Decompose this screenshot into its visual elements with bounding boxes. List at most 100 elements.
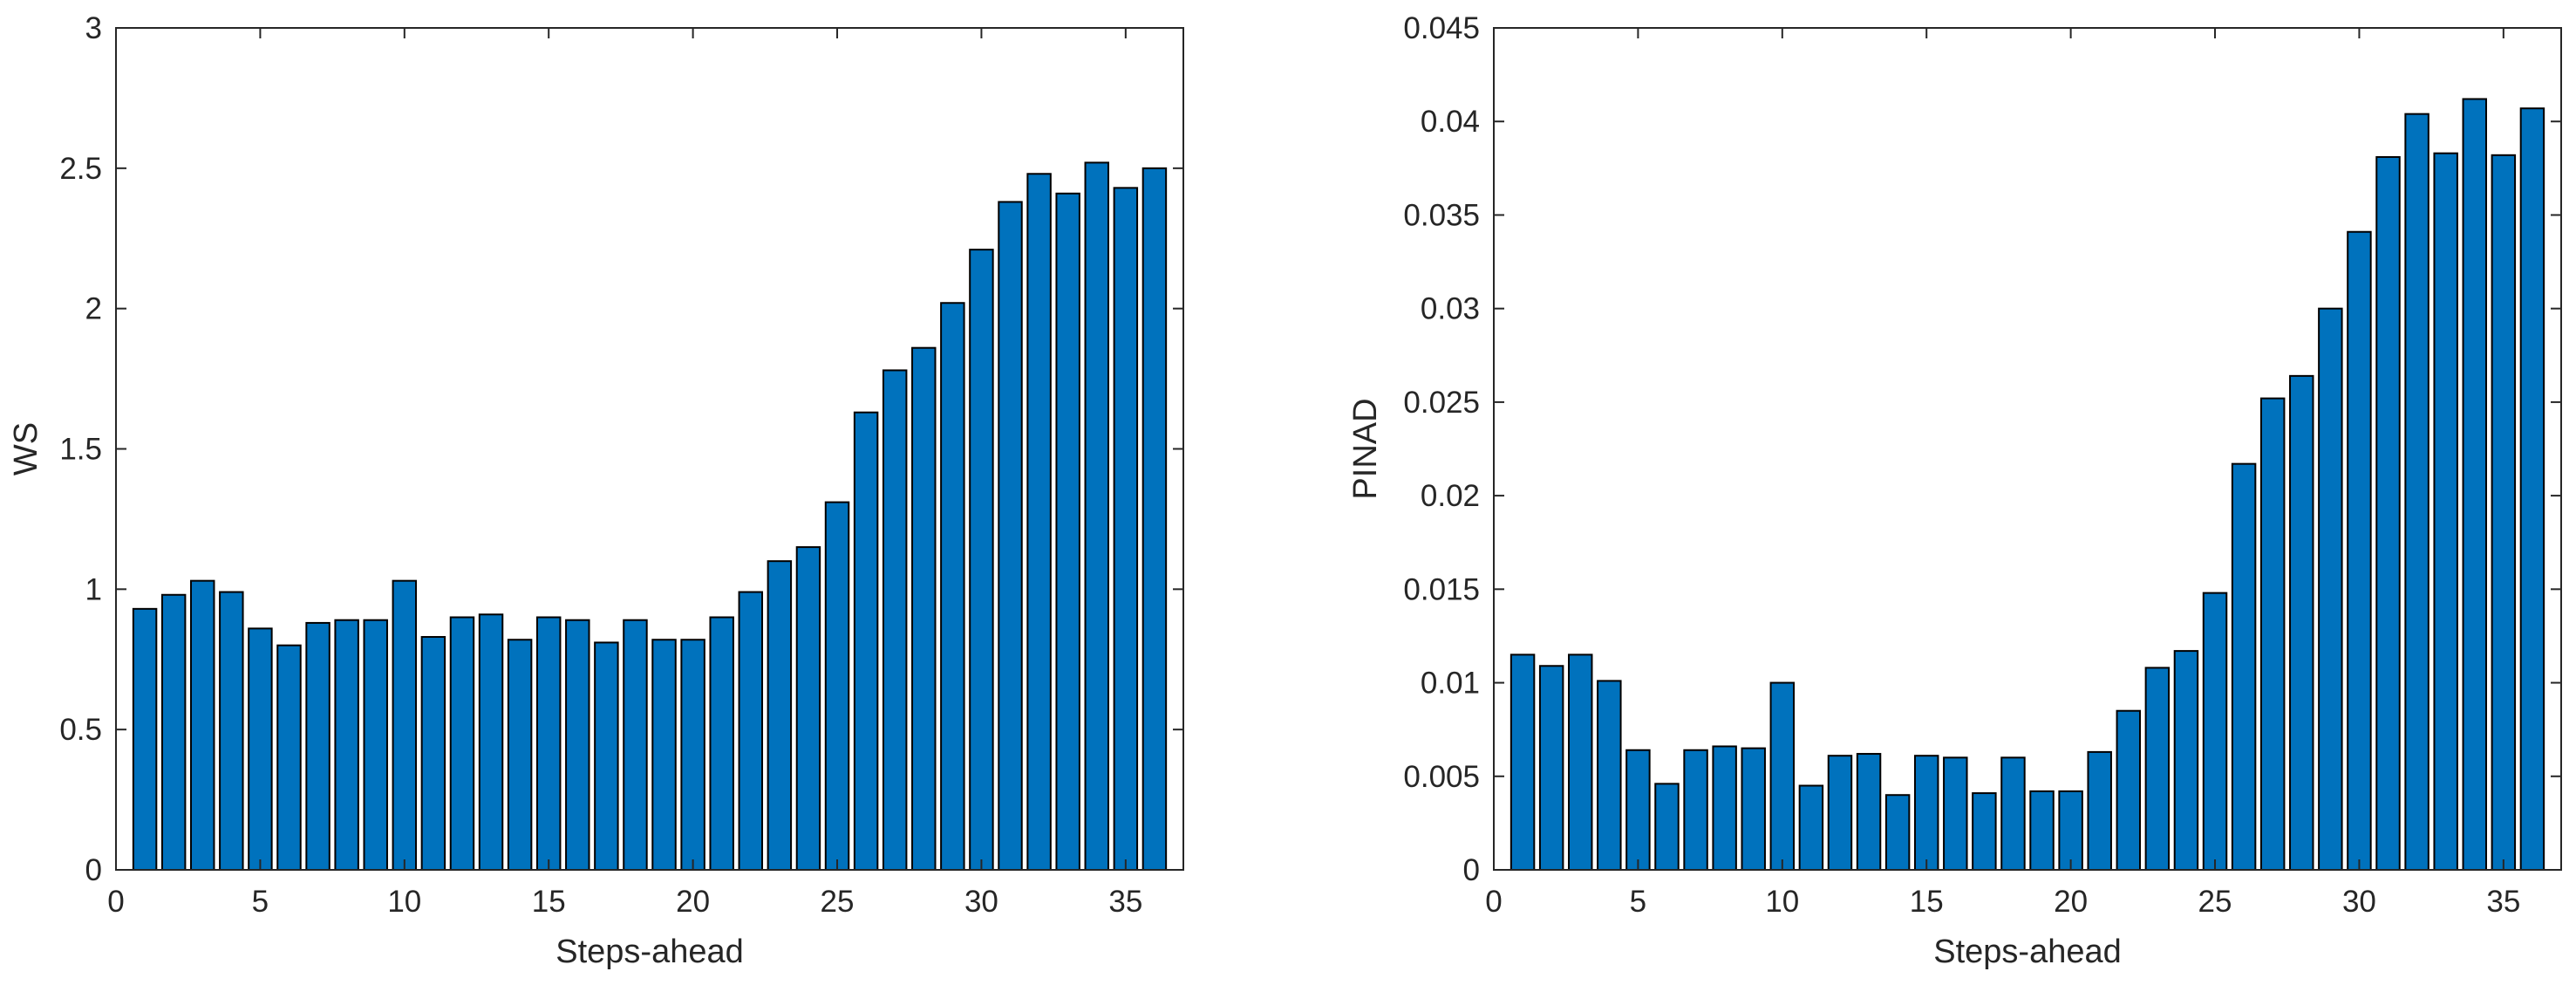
x-tick-label: 5 <box>252 885 269 919</box>
bar-pinad-14 <box>1884 794 1911 872</box>
x-tick-label: 15 <box>1910 885 1944 919</box>
bar-ws-18 <box>623 619 648 871</box>
bar-pinad-11 <box>1798 784 1824 871</box>
bar-ws-27 <box>882 369 908 871</box>
bar-ws-8 <box>334 619 359 871</box>
bar-pinad-15 <box>1913 755 1939 872</box>
y-tick-label: 0.025 <box>1403 386 1480 420</box>
bar-ws-25 <box>824 501 850 871</box>
y-tick-label: 0.5 <box>59 713 102 747</box>
bar-pinad-16 <box>1943 756 1968 871</box>
y-tick-label: 2 <box>85 292 102 326</box>
bar-ws-22 <box>738 591 764 871</box>
bar-pinad-1 <box>1509 653 1536 872</box>
bars-group <box>132 161 1168 872</box>
bar-ws-10 <box>392 579 418 872</box>
bar-pinad-10 <box>1769 681 1796 871</box>
bar-pinad-5 <box>1625 749 1651 871</box>
bar-pinad-35 <box>2491 154 2517 872</box>
bar-pinad-34 <box>2462 98 2487 871</box>
x-tick-label: 35 <box>1108 885 1142 919</box>
bar-ws-19 <box>651 639 677 871</box>
y-tick-label: 0.005 <box>1403 760 1480 794</box>
y-tick-label: 0.045 <box>1403 11 1480 45</box>
axes-box <box>1493 27 2562 871</box>
bar-ws-16 <box>565 619 590 871</box>
bar-ws-9 <box>363 619 388 871</box>
bar-ws-11 <box>420 636 446 871</box>
x-axis-ticks: 0 5 10 15 20 25 30 35 <box>1485 28 2520 919</box>
y-tick-label: 1 <box>85 572 102 606</box>
bar-pinad-22 <box>2116 709 2142 871</box>
bar-pinad-30 <box>2347 230 2372 871</box>
bar-ws-2 <box>160 593 187 871</box>
x-axis-label: Steps-ahead <box>1933 934 2122 970</box>
bar-ws-13 <box>478 613 504 871</box>
bar-pinad-13 <box>1856 753 1882 871</box>
y-tick-label: 0.015 <box>1403 572 1480 606</box>
bar-pinad-31 <box>2375 155 2401 871</box>
bar-pinad-18 <box>2000 756 2026 871</box>
bar-pinad-2 <box>1538 665 1564 871</box>
bar-pinad-6 <box>1654 783 1680 871</box>
bar-ws-24 <box>795 546 821 871</box>
x-tick-label: 30 <box>2342 885 2376 919</box>
bar-ws-7 <box>305 621 331 872</box>
bar-pinad-23 <box>2144 667 2171 872</box>
bar-ws-26 <box>853 411 879 871</box>
y-tick-label: 0.02 <box>1421 479 1480 513</box>
bar-pinad-36 <box>2519 107 2545 871</box>
bar-pinad-12 <box>1827 755 1853 872</box>
bar-ws-36 <box>1141 167 1168 872</box>
x-tick-label: 5 <box>1630 885 1646 919</box>
bar-ws-21 <box>709 616 734 871</box>
x-tick-label: 10 <box>387 885 421 919</box>
bar-ws-23 <box>767 560 793 872</box>
bar-pinad-21 <box>2087 750 2112 872</box>
bar-ws-3 <box>190 579 215 872</box>
bar-ws-29 <box>940 302 965 871</box>
bar-ws-33 <box>1055 192 1080 872</box>
y-tick-label: 0 <box>1463 853 1480 887</box>
pinad-bar-chart: 0 5 10 15 20 25 30 35 0 0.005 0.01 0.015 0.02 0.025 0.… <box>1347 11 2562 970</box>
y-axis-ticks: 0 0.5 1 1.5 2 2.5 3 <box>59 11 1183 887</box>
bar-pinad-4 <box>1597 680 1622 872</box>
bar-ws-15 <box>535 616 562 871</box>
bar-pinad-7 <box>1683 749 1708 871</box>
bar-ws-6 <box>276 644 302 872</box>
y-tick-label: 0.01 <box>1421 667 1480 701</box>
bar-pinad-32 <box>2404 113 2429 871</box>
y-axis-ticks: 0 0.005 0.01 0.015 0.02 0.025 0.03 0.035 0.04 0.0… <box>1403 11 2561 887</box>
axes-box <box>115 27 1184 871</box>
x-tick-label: 10 <box>1765 885 1799 919</box>
x-tick-label: 0 <box>1485 885 1502 919</box>
bar-pinad-8 <box>1712 745 1737 872</box>
x-tick-label: 15 <box>532 885 566 919</box>
bar-ws-5 <box>248 627 273 871</box>
bar-ws-12 <box>449 616 475 871</box>
x-tick-label: 0 <box>107 885 124 919</box>
bar-ws-32 <box>1026 173 1052 871</box>
x-axis-ticks: 0 5 10 15 20 25 30 35 <box>107 28 1142 919</box>
x-tick-label: 20 <box>676 885 710 919</box>
bar-pinad-19 <box>2029 790 2055 872</box>
y-tick-label: 0.035 <box>1403 198 1480 232</box>
bar-ws-4 <box>219 591 244 871</box>
bar-ws-28 <box>911 346 937 871</box>
y-tick-label: 2.5 <box>59 152 102 186</box>
bar-pinad-24 <box>2173 650 2199 871</box>
bar-pinad-20 <box>2058 790 2083 872</box>
bar-pinad-33 <box>2433 152 2458 871</box>
bar-pinad-27 <box>2259 397 2286 872</box>
y-tick-label: 0.03 <box>1421 292 1480 326</box>
y-tick-label: 0.04 <box>1421 105 1480 139</box>
bar-pinad-26 <box>2231 462 2257 872</box>
x-tick-label: 25 <box>821 885 855 919</box>
bar-ws-17 <box>594 641 619 871</box>
bar-pinad-29 <box>2318 307 2343 871</box>
bar-ws-34 <box>1084 161 1109 871</box>
x-axis-label: Steps-ahead <box>555 934 744 970</box>
bar-pinad-9 <box>1741 747 1766 871</box>
